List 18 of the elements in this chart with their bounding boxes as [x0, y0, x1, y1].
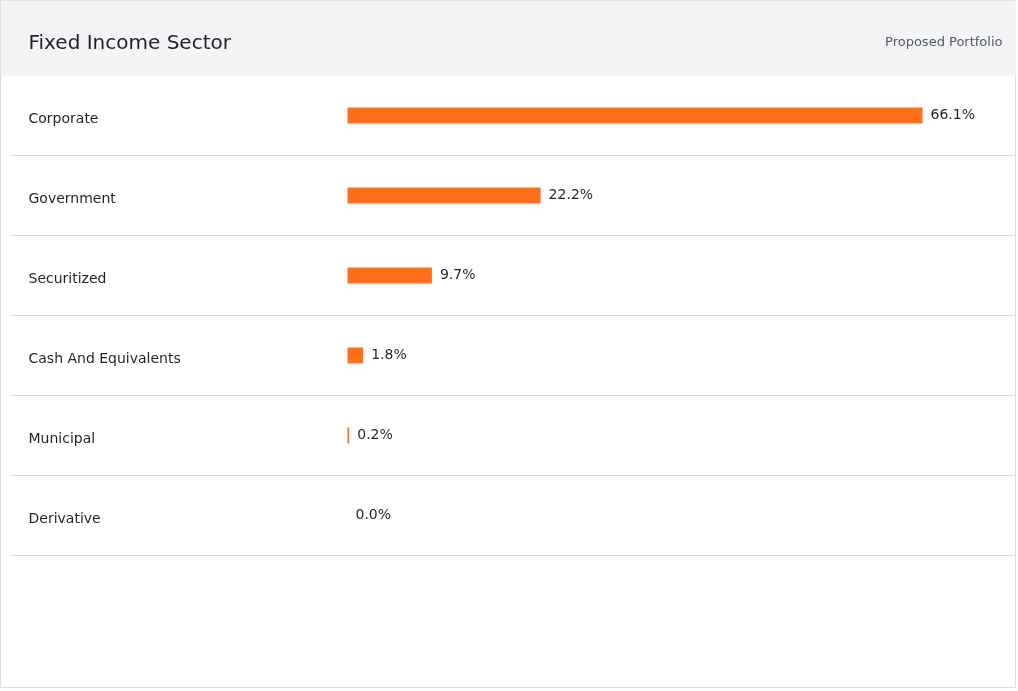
data-label: 1.8%	[371, 345, 407, 362]
text: Fixed Income Sector	[28, 29, 232, 54]
bar	[347, 347, 364, 364]
data-label: 66.1%	[930, 105, 975, 122]
y-tick-label: Derivative	[28, 509, 101, 526]
data-label: 22.2%	[548, 185, 594, 202]
y-tick-label: Corporate	[28, 109, 99, 126]
y-tick-label: Cash And Equivalents	[28, 349, 181, 366]
y-tick-label: Municipal	[28, 429, 96, 446]
data-label: 0.2%	[357, 425, 393, 442]
bar	[347, 267, 432, 284]
chart-subtitle: Proposed Portfolio	[885, 34, 1003, 49]
y-tick-label: Government	[28, 189, 117, 206]
data-label: 0.0%	[355, 505, 392, 522]
data-label: 9.7%	[439, 265, 476, 282]
y-tick-label: Securitized	[28, 269, 107, 286]
bar	[347, 187, 541, 204]
bar	[347, 107, 923, 124]
